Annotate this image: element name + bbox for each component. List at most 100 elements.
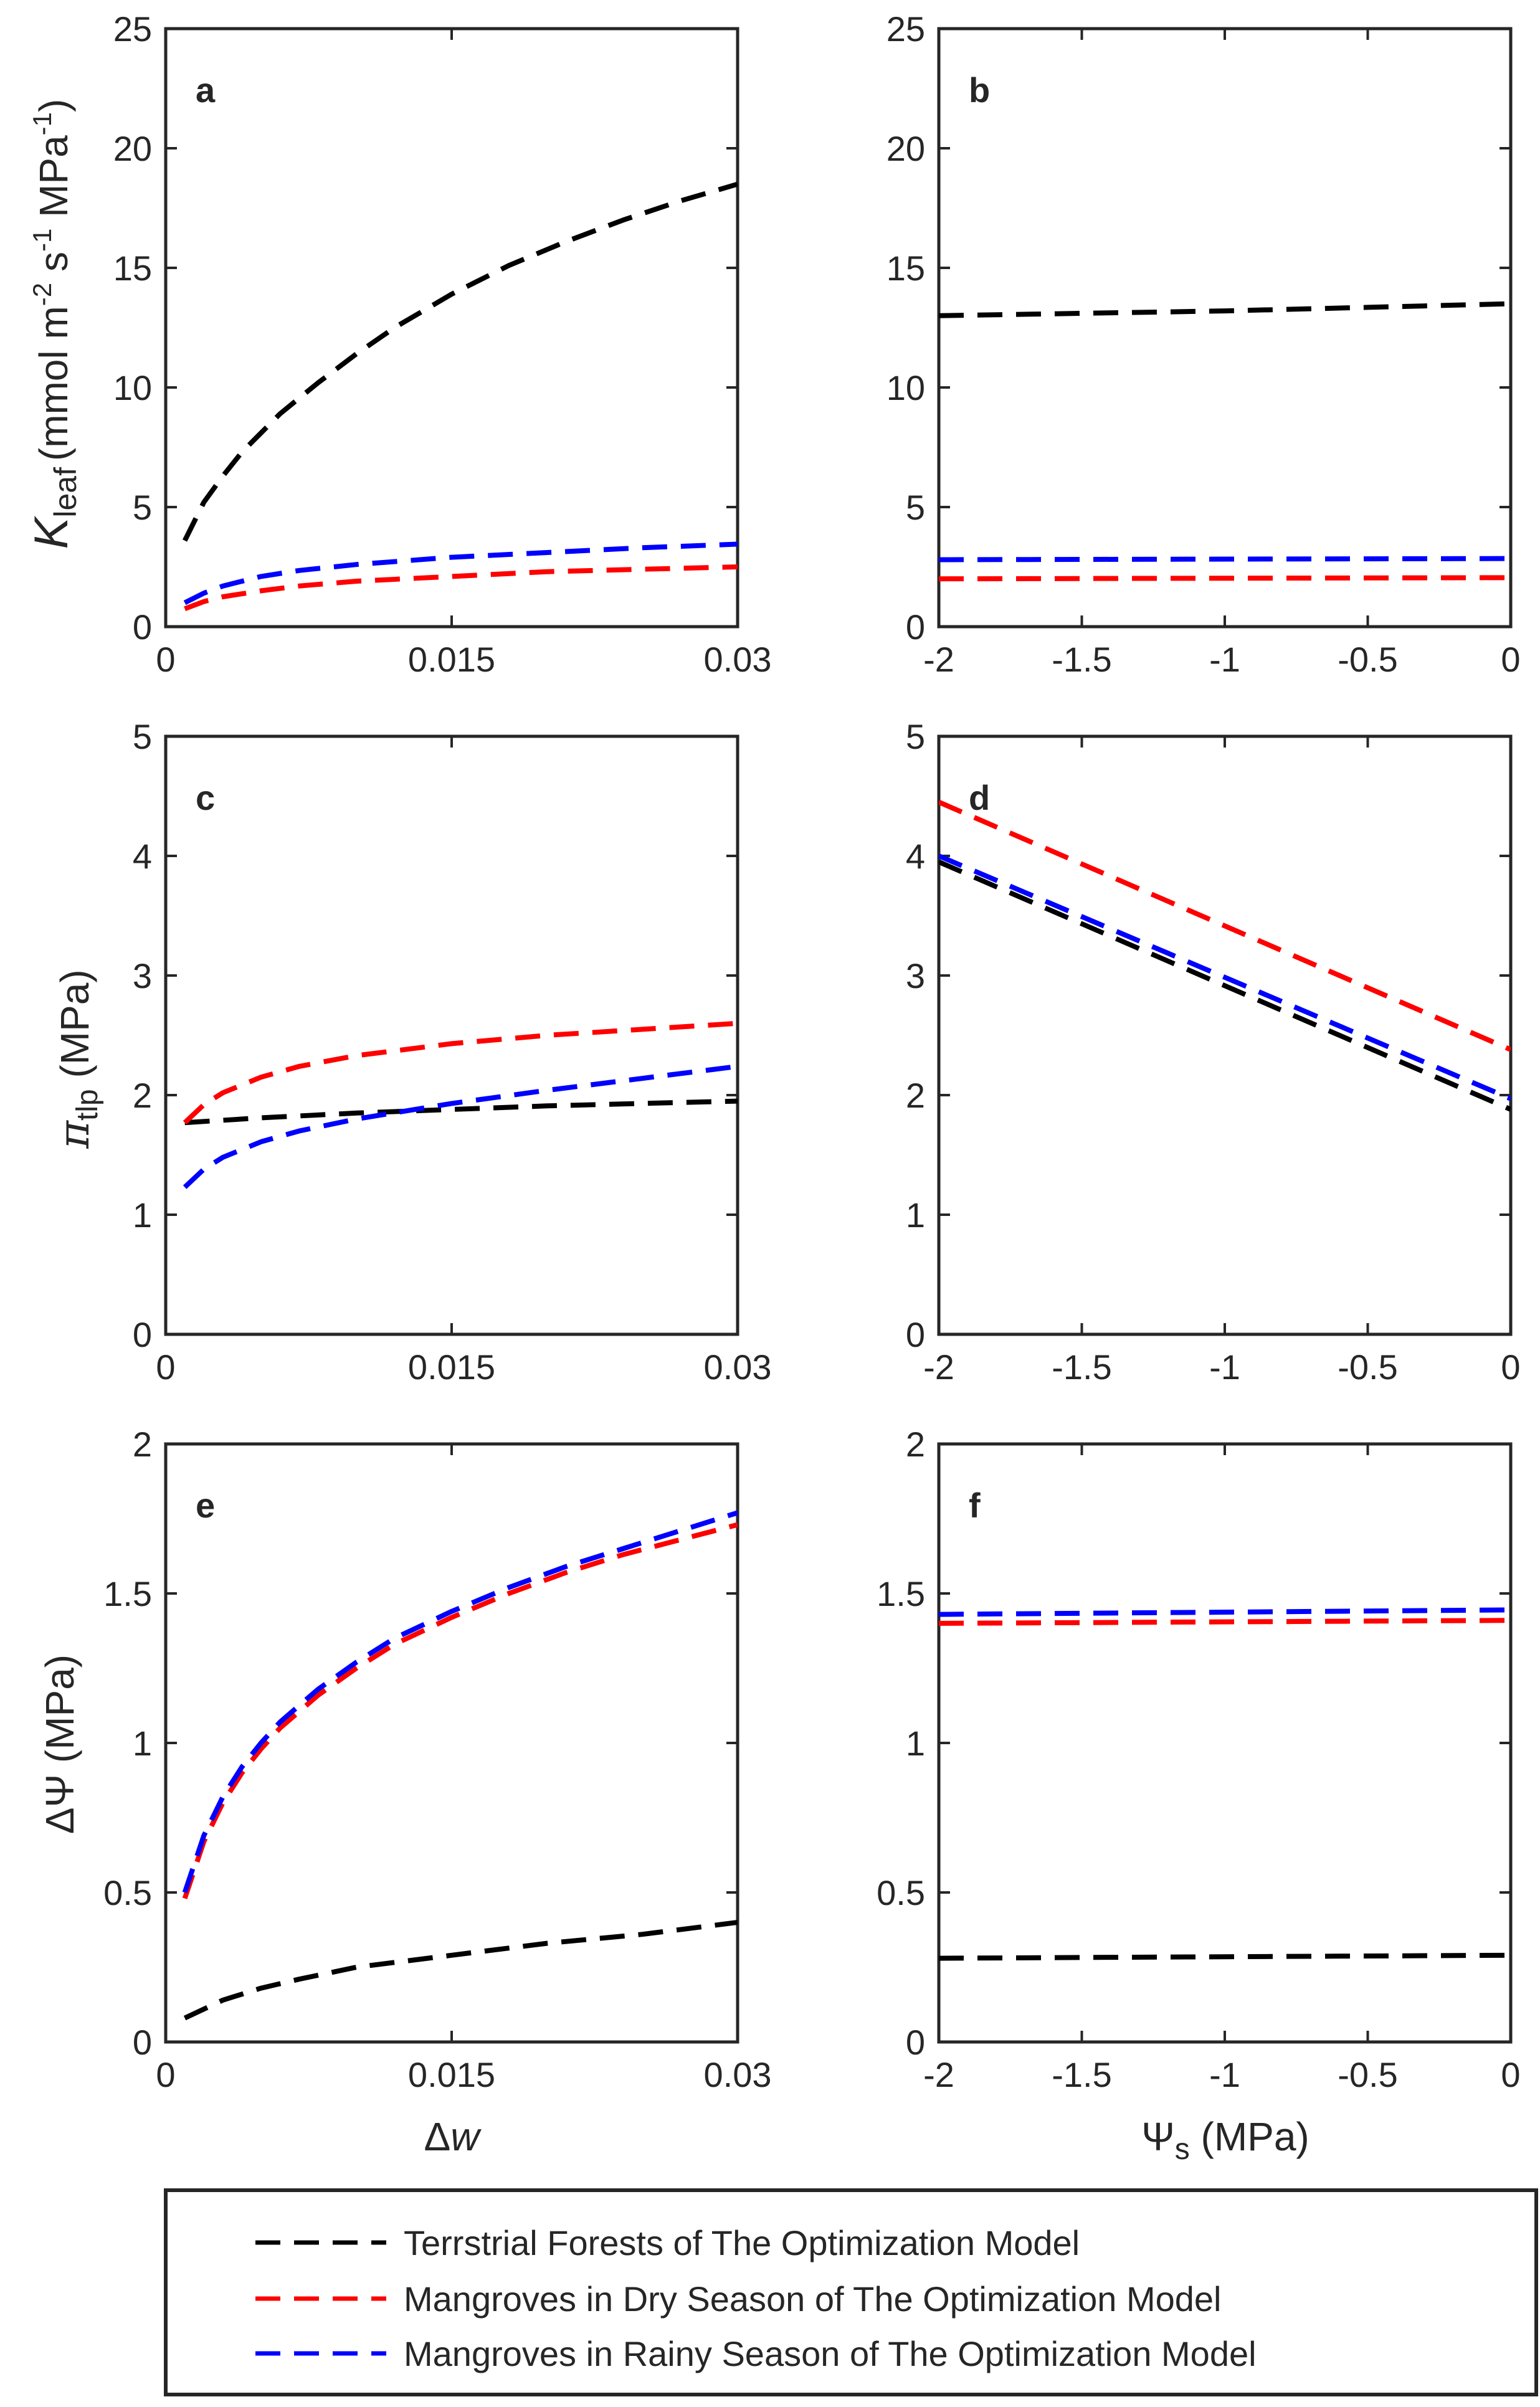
series-line-f-rainy bbox=[939, 1607, 1511, 1617]
panel-label-a: a bbox=[196, 70, 216, 110]
panel-label-e: e bbox=[196, 1486, 215, 1525]
ytick-label-b-1: 5 bbox=[906, 488, 925, 527]
series-group-e bbox=[182, 1510, 738, 2021]
series-line-a-terrestrial bbox=[183, 181, 738, 542]
pi-subscript: tlp bbox=[71, 1089, 104, 1121]
ytick-label-e-3: 1.5 bbox=[103, 1574, 152, 1613]
ytick-label-a-3: 15 bbox=[113, 249, 152, 288]
panel-f: -2 -1.5 -1 -0.5 0 0 0.5 1 1.5 2 f bbox=[877, 1425, 1520, 2094]
xtick-label-d-3: -0.5 bbox=[1338, 1347, 1398, 1387]
series-line-d-rainy bbox=[939, 853, 1511, 1101]
xtick-label-c-0: 0 bbox=[156, 1347, 175, 1387]
series-line-c-rainy bbox=[183, 1063, 738, 1189]
ylabel-pi-tlp: πtlp (MPa) bbox=[50, 969, 104, 1149]
plot-frame-d bbox=[937, 734, 1513, 1336]
panel-label-b: b bbox=[969, 70, 990, 110]
legend-label-terrestrial: Terrstrial Forests of The Optimization M… bbox=[404, 2223, 1080, 2262]
panel-d: -2 -1.5 -1 -0.5 0 0 1 2 3 4 5 d bbox=[906, 717, 1521, 1387]
kleaf-units-start: (mmol m bbox=[31, 306, 76, 461]
ytick-label-c-5: 5 bbox=[133, 717, 152, 756]
series-group-f bbox=[939, 1607, 1511, 1961]
ytick-label-a-5: 25 bbox=[113, 9, 152, 49]
xtick-label-b-2: -1 bbox=[1209, 640, 1240, 679]
ytick-label-b-0: 0 bbox=[906, 607, 925, 647]
series-line-b-dry bbox=[939, 575, 1511, 582]
ytick-label-d-2: 2 bbox=[906, 1076, 925, 1115]
panel-b: -2 -1.5 -1 -0.5 0 0 5 10 15 20 25 b bbox=[886, 9, 1521, 679]
xtick-label-c-2: 0.03 bbox=[704, 1347, 772, 1387]
xtick-label-e-0: 0 bbox=[156, 2055, 175, 2094]
ytick-label-d-3: 3 bbox=[906, 956, 925, 995]
kleaf-close: ) bbox=[31, 99, 76, 112]
delta-symbol: Δ bbox=[424, 2114, 451, 2159]
legend-label-rainy: Mangroves in Rainy Season of The Optimiz… bbox=[404, 2334, 1257, 2373]
panel-c: 0 0.015 0.03 0 1 2 3 4 5 c bbox=[133, 717, 772, 1387]
kleaf-sup-3: -1 bbox=[27, 112, 57, 135]
panel-a: 0 0.015 0.03 0 5 10 15 20 25 a bbox=[113, 9, 772, 679]
ytick-label-d-1: 1 bbox=[906, 1195, 925, 1235]
xtick-label-f-3: -0.5 bbox=[1338, 2055, 1398, 2094]
xtick-label-b-4: 0 bbox=[1501, 640, 1520, 679]
ytick-label-c-4: 4 bbox=[133, 837, 152, 876]
xtick-label-f-2: -1 bbox=[1209, 2055, 1240, 2094]
ytick-label-d-4: 4 bbox=[906, 837, 925, 876]
ytick-label-d-5: 5 bbox=[906, 717, 925, 756]
xtick-label-b-0: -2 bbox=[923, 640, 954, 679]
series-line-b-terrestrial bbox=[939, 301, 1511, 318]
ytick-label-c-0: 0 bbox=[133, 1315, 152, 1354]
xtick-label-a-0: 0 bbox=[156, 640, 175, 679]
series-line-f-terrestrial bbox=[939, 1952, 1511, 1961]
pi-units: (MPa) bbox=[52, 969, 97, 1089]
ytick-label-a-0: 0 bbox=[133, 607, 152, 647]
xtick-label-a-2: 0.03 bbox=[704, 640, 772, 679]
w-variable: w bbox=[450, 2114, 482, 2159]
panel-e: 0 0.015 0.03 0 0.5 1 1.5 2 e bbox=[103, 1425, 771, 2094]
series-line-d-dry bbox=[939, 799, 1511, 1052]
legend-label-dry: Mangroves in Dry Season of The Optimizat… bbox=[404, 2279, 1221, 2319]
ytick-label-a-1: 5 bbox=[133, 488, 152, 527]
ytick-label-f-1: 0.5 bbox=[877, 1873, 925, 1912]
panel-label-f: f bbox=[969, 1486, 981, 1525]
kleaf-mpa: MPa bbox=[31, 135, 76, 229]
ytick-label-e-1: 0.5 bbox=[103, 1873, 152, 1912]
xtick-label-d-0: -2 bbox=[923, 1347, 954, 1387]
kleaf-sup-2: -1 bbox=[27, 229, 57, 252]
ytick-label-e-2: 1 bbox=[133, 1724, 152, 1763]
xlabel-psi-s: Ψs (MPa) bbox=[1141, 2114, 1309, 2166]
xtick-label-e-1: 0.015 bbox=[408, 2055, 495, 2094]
xtick-label-d-4: 0 bbox=[1501, 1347, 1520, 1387]
xtick-label-b-3: -0.5 bbox=[1338, 640, 1398, 679]
plot-frame-e bbox=[164, 1442, 739, 2044]
panel-label-c: c bbox=[196, 778, 215, 817]
ytick-label-f-0: 0 bbox=[906, 2023, 925, 2062]
ylabel-delta-psi: ΔΨ (MPa) bbox=[37, 1655, 82, 1834]
psi-subscript: s bbox=[1175, 2133, 1190, 2166]
panel-label-d: d bbox=[969, 778, 990, 817]
series-group-d bbox=[939, 799, 1511, 1112]
legend: Terrstrial Forests of The Optimization M… bbox=[164, 2188, 1538, 2396]
ytick-label-f-2: 1 bbox=[906, 1724, 925, 1763]
ytick-label-b-5: 25 bbox=[886, 9, 925, 49]
ytick-label-a-4: 20 bbox=[113, 129, 152, 168]
xtick-label-b-1: -1.5 bbox=[1052, 640, 1112, 679]
kleaf-sup-1: -2 bbox=[27, 283, 57, 306]
series-line-e-dry bbox=[182, 1522, 738, 1899]
ytick-label-f-4: 2 bbox=[906, 1425, 925, 1464]
ytick-label-c-1: 1 bbox=[133, 1195, 152, 1235]
plot-frame-c bbox=[164, 734, 739, 1336]
xtick-label-d-2: -1 bbox=[1209, 1347, 1240, 1387]
series-group-b bbox=[939, 301, 1511, 582]
pi-symbol: π bbox=[50, 1120, 99, 1149]
kleaf-symbol: K bbox=[25, 515, 78, 549]
xtick-label-c-1: 0.015 bbox=[408, 1347, 495, 1387]
kleaf-subscript: leaf bbox=[48, 467, 83, 518]
xtick-label-f-1: -1.5 bbox=[1052, 2055, 1112, 2094]
psi-units: (MPa) bbox=[1190, 2114, 1309, 2159]
xtick-label-f-0: -2 bbox=[923, 2055, 954, 2094]
series-line-b-rainy bbox=[939, 556, 1511, 563]
psi-symbol: Ψ bbox=[1141, 2114, 1174, 2159]
ytick-label-e-0: 0 bbox=[133, 2023, 152, 2062]
plot-frame-f bbox=[937, 1442, 1513, 2044]
ytick-label-f-3: 1.5 bbox=[877, 1574, 925, 1613]
